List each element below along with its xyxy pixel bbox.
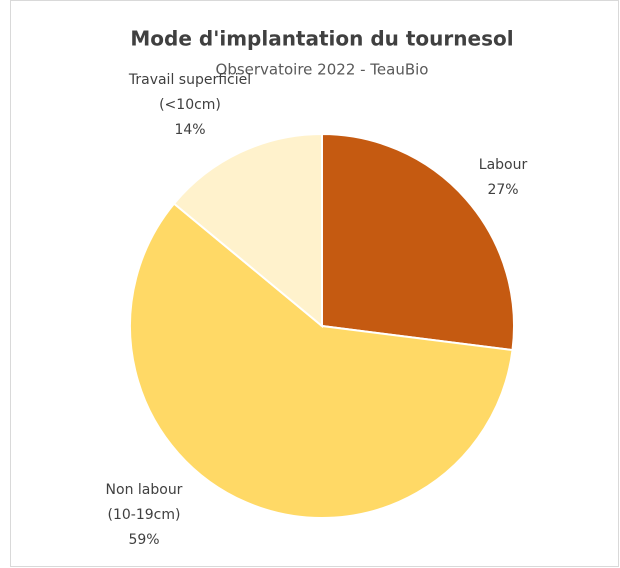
pie-slice <box>321 132 515 352</box>
pie-slice <box>172 132 323 329</box>
slice-value-label: 27% <box>487 182 518 198</box>
chart-title: Mode d'implantation du tournesol <box>130 27 513 51</box>
slice-category-label: Non labour (10-19cm) <box>106 482 183 523</box>
slice-value-label: 14% <box>174 122 205 138</box>
slice-category-label: Travail superficiel (<10cm) <box>128 72 251 113</box>
slice-category-label: Labour <box>479 157 528 173</box>
slice-value-label: 59% <box>128 532 159 548</box>
chart-subtitle: Observatoire 2022 - TeauBio <box>216 61 429 79</box>
pie-slice <box>129 202 514 519</box>
